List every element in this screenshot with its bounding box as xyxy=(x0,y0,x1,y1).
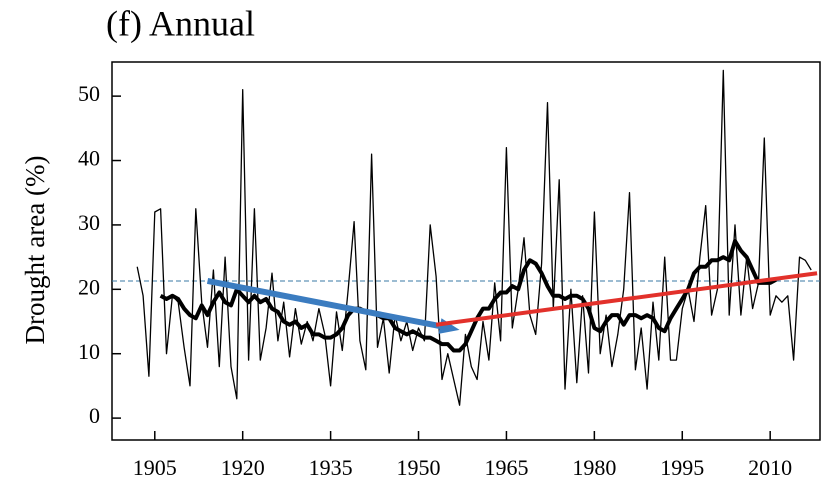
y-tick-label: 40 xyxy=(78,146,100,171)
y-tick-label: 0 xyxy=(89,403,100,428)
y-tick-label: 30 xyxy=(78,210,100,235)
y-tick-label: 20 xyxy=(78,274,100,299)
trend-line xyxy=(435,271,818,327)
series-line xyxy=(159,239,777,353)
x-tick-label: 1995 xyxy=(660,455,704,480)
x-tick-label: 2010 xyxy=(748,455,792,480)
x-tick-label: 1935 xyxy=(309,455,353,480)
y-axis-label: Drought area (%) xyxy=(20,156,50,345)
x-tick-label: 1905 xyxy=(133,455,177,480)
trend-line xyxy=(206,277,441,330)
x-tick-label: 1950 xyxy=(397,455,441,480)
plot-frame xyxy=(111,61,821,441)
y-tick-label: 10 xyxy=(78,339,100,364)
y-tick-label: 50 xyxy=(78,81,100,106)
x-tick-label: 1980 xyxy=(572,455,616,480)
chart-title: (f) Annual xyxy=(106,3,255,43)
x-tick-label: 1920 xyxy=(221,455,265,480)
series-line xyxy=(136,69,812,406)
x-tick-label: 1965 xyxy=(484,455,528,480)
